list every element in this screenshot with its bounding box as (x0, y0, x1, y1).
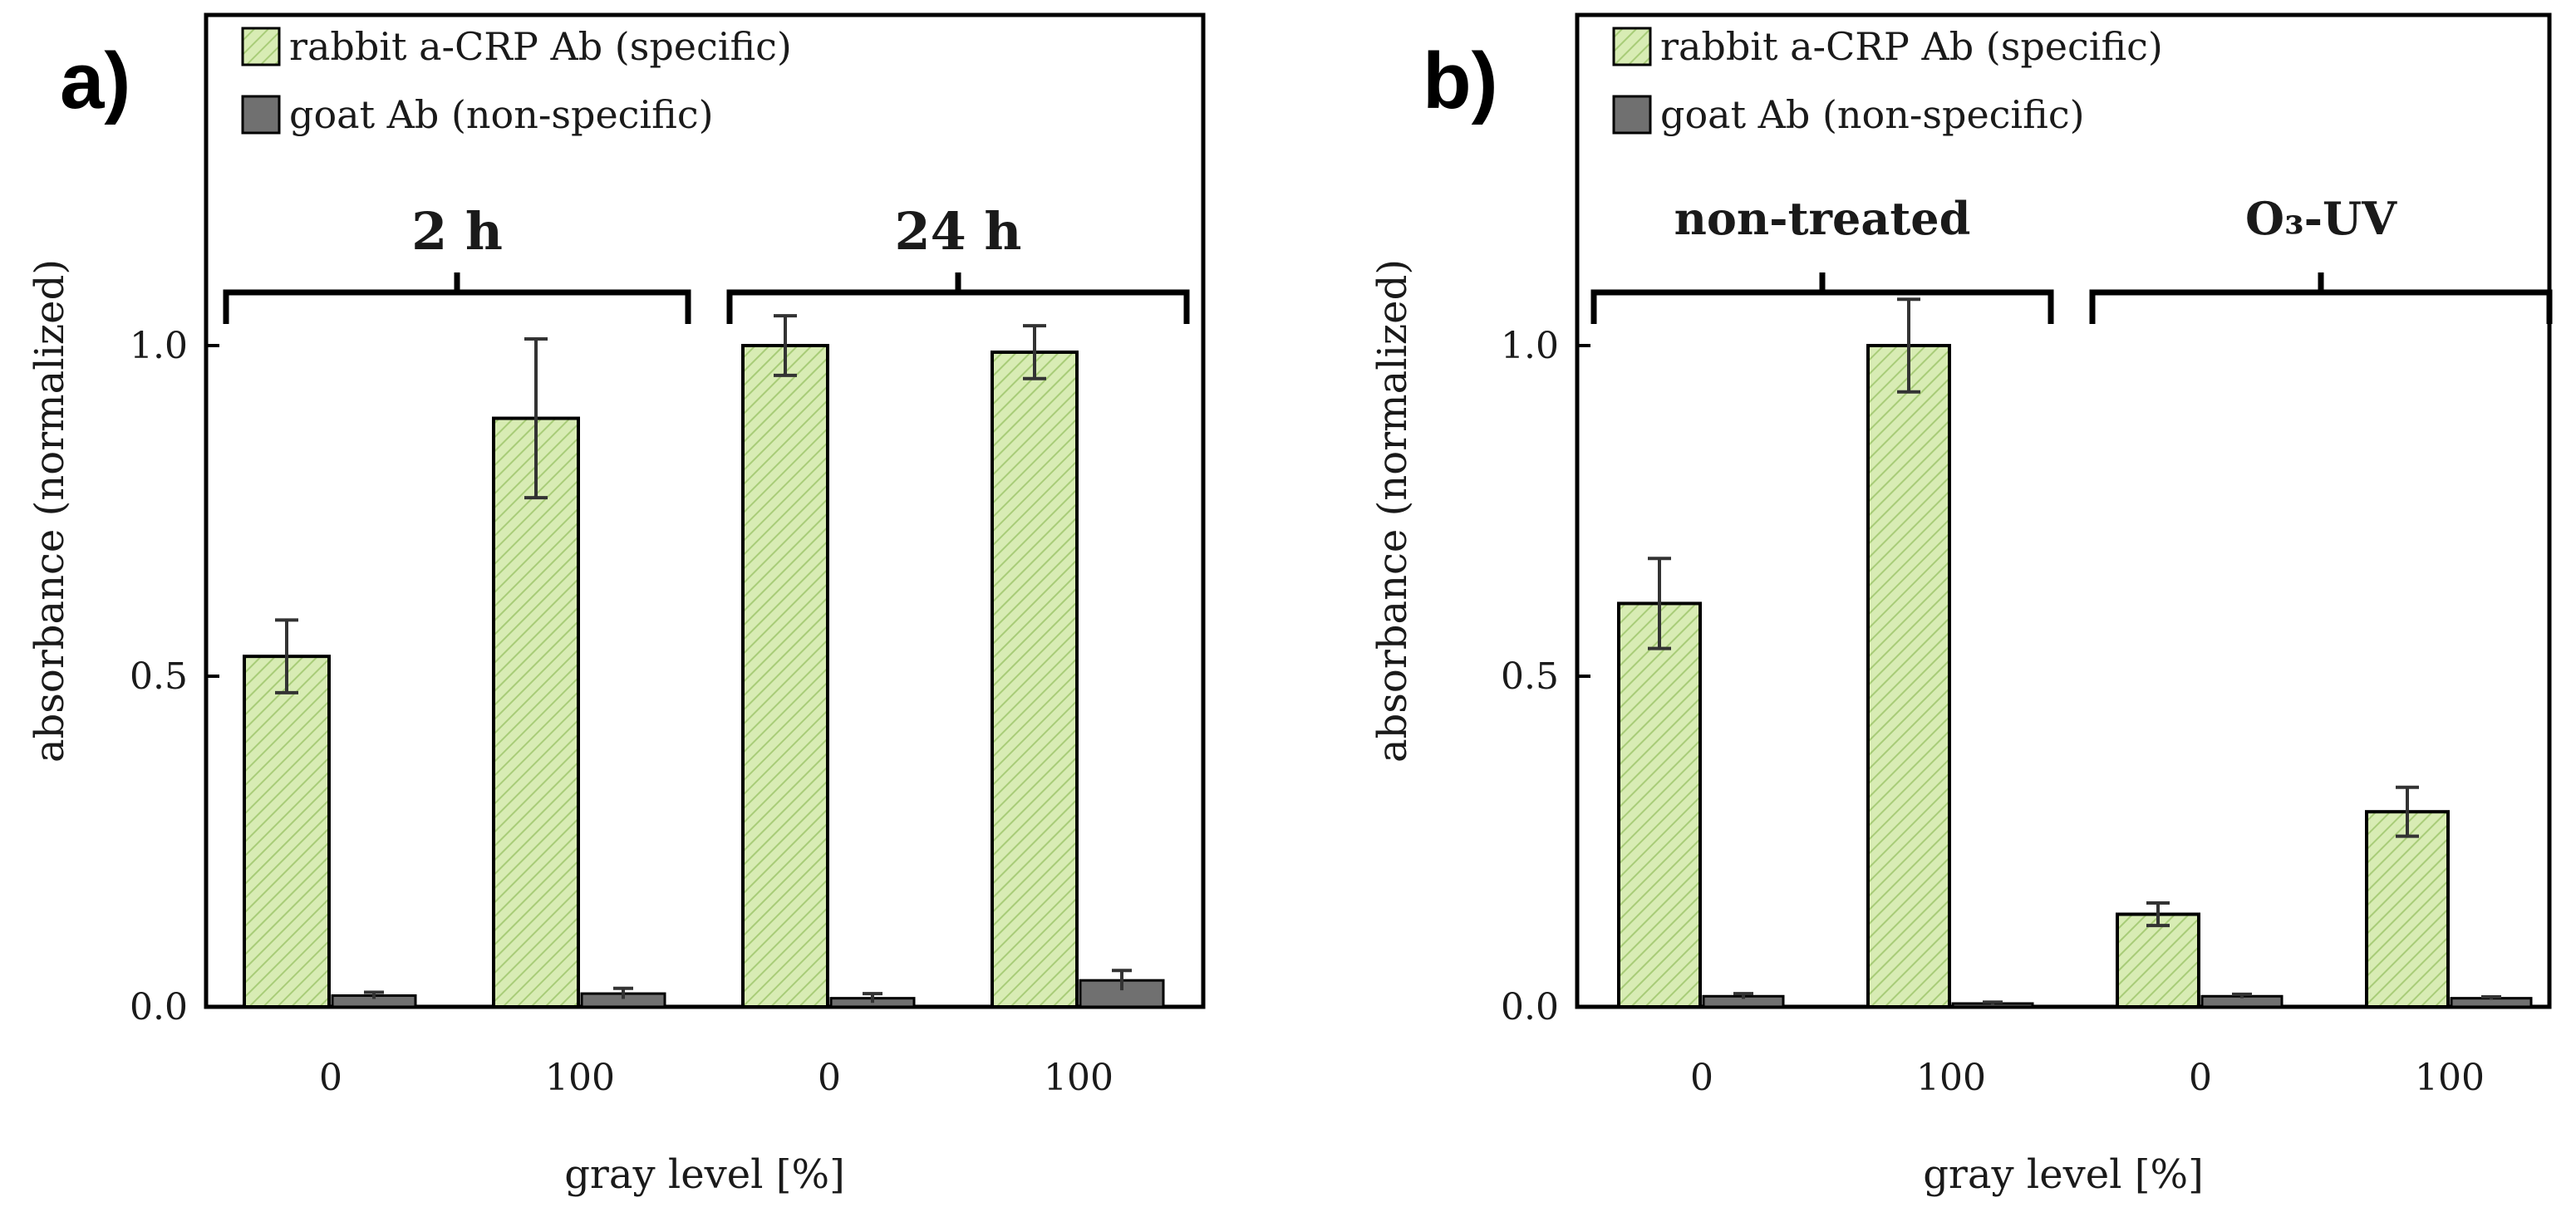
group-bracket (1590, 272, 2054, 324)
y-tick-label: 0.5 (130, 655, 188, 698)
group-bracket (223, 272, 691, 324)
group-label: non-treated (1674, 192, 1971, 245)
legend-swatch-specific (241, 27, 281, 66)
bar-specific (492, 416, 580, 1008)
x-tick-label: 100 (1916, 1057, 1986, 1099)
x-axis-label: gray level [%] (1923, 1151, 2204, 1198)
plot-frame (1575, 12, 2552, 1009)
x-tick-label: 100 (1044, 1057, 1113, 1099)
panel-letter: a) (60, 37, 130, 125)
x-tick-label: 0 (319, 1057, 342, 1099)
y-tick-label: 0.5 (1501, 655, 1559, 698)
group-label: 24 h (895, 201, 1022, 262)
x-tick-label: 100 (545, 1057, 615, 1099)
group-label: 2 h (411, 201, 503, 262)
bar-specific (2365, 810, 2450, 1008)
bar-specific (1866, 344, 1951, 1008)
x-tick-label: 0 (1690, 1057, 1713, 1099)
bar-specific (741, 344, 829, 1008)
y-tick-label: 0.0 (130, 986, 188, 1028)
bar-specific (243, 655, 331, 1008)
legend-swatch-nonspecific (1612, 95, 1652, 135)
group-label: O₃-UV (2245, 192, 2397, 245)
y-tick-label: 0.0 (1501, 986, 1559, 1028)
y-tick-label: 1.0 (130, 325, 188, 367)
x-tick-label: 0 (818, 1057, 841, 1099)
group-bracket (726, 272, 1190, 324)
bar-specific (2116, 912, 2200, 1009)
legend-label-nonspecific: goat Ab (non-specific) (1660, 92, 2085, 137)
x-tick-label: 0 (2189, 1057, 2212, 1099)
plot-frame (204, 12, 1206, 1009)
panel-a-chart: a) 0.0 0.5 1.0 absorbance (normalized) gray l… (27, 12, 1206, 1198)
panel-b-chart: b) 0.0 0.5 1.0 absorbance (normalized) gray l… (1369, 12, 2553, 1198)
x-tick-label: 100 (2415, 1057, 2485, 1099)
panel-letter: b) (1423, 37, 1498, 125)
legend-label-specific: rabbit a-CRP Ab (specific) (289, 24, 792, 69)
x-axis-label: gray level [%] (564, 1151, 845, 1198)
legend-label-specific: rabbit a-CRP Ab (specific) (1660, 24, 2163, 69)
legend-label-nonspecific: goat Ab (non-specific) (289, 92, 714, 137)
bar-specific (1617, 601, 1702, 1008)
y-axis-label: absorbance (normalized) (27, 259, 73, 763)
legend-swatch-specific (1612, 27, 1652, 66)
bar-specific (991, 350, 1079, 1008)
group-bracket (2089, 272, 2553, 324)
y-tick-label: 1.0 (1501, 325, 1559, 367)
legend-swatch-nonspecific (241, 95, 281, 135)
y-axis-label: absorbance (normalized) (1369, 259, 1416, 763)
